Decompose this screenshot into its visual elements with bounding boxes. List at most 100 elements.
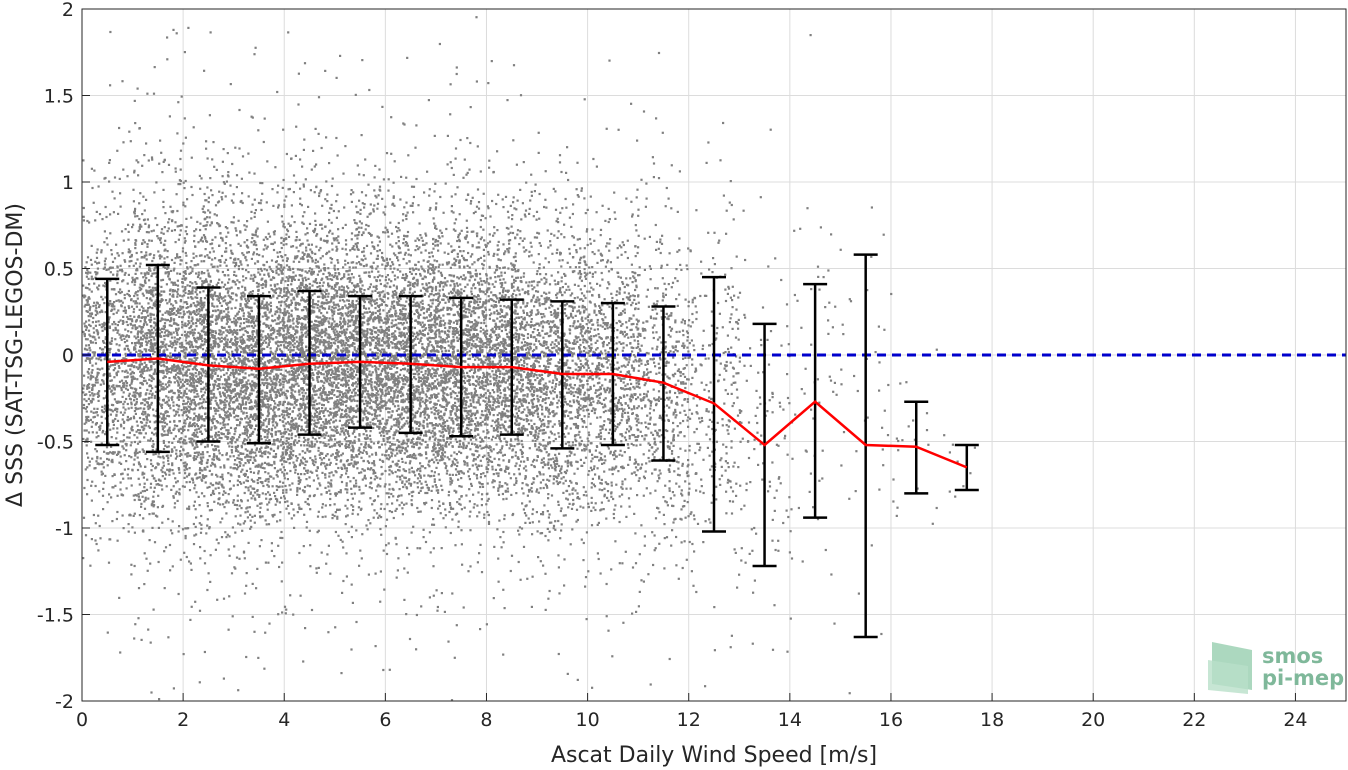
scatter-point [228,326,230,328]
scatter-point [130,477,132,479]
scatter-point [204,338,206,340]
scatter-point [140,272,142,274]
scatter-point [252,204,254,206]
scatter-point [247,516,249,518]
scatter-point [265,439,267,441]
scatter-point [218,498,220,500]
scatter-point [137,336,139,338]
scatter-point [145,497,147,499]
scatter-point [122,478,124,480]
scatter-point [139,266,141,268]
scatter-point [185,379,187,381]
scatter-point [88,344,90,346]
scatter-point [129,368,131,370]
scatter-point [227,423,229,425]
scatter-point [195,491,197,493]
scatter-point [103,241,105,243]
scatter-point [86,438,88,440]
scatter-point [116,372,118,374]
scatter-point [254,515,256,517]
scatter-point [270,347,272,349]
scatter-point [212,141,214,143]
scatter-point [190,562,192,564]
scatter-point [145,316,147,318]
scatter-point [195,228,197,230]
scatter-point [221,427,223,429]
scatter-point [205,248,207,250]
scatter-point [95,342,97,344]
scatter-point [231,446,233,448]
scatter-point [220,376,222,378]
scatter-point [220,395,222,397]
scatter-point [91,372,93,374]
scatter-point [194,474,196,476]
scatter-point [185,339,187,341]
scatter-point [182,282,184,284]
scatter-point [173,409,175,411]
scatter-point [267,403,269,405]
scatter-point [157,483,159,485]
scatter-point [166,372,168,374]
scatter-point [182,403,184,405]
scatter-point [215,482,217,484]
scatter-point [237,689,239,691]
scatter-point [127,318,129,320]
scatter-point [137,493,139,495]
scatter-point [187,331,189,333]
scatter-point [140,326,142,328]
scatter-point [195,322,197,324]
scatter-point [147,309,149,311]
scatter-point [212,463,214,465]
scatter-point [175,167,177,169]
scatter-point [142,411,144,413]
scatter-point [144,209,146,211]
scatter-point [222,369,224,371]
scatter-point [127,239,129,241]
scatter-point [137,425,139,427]
scatter-point [168,377,170,379]
scatter-point [151,380,153,382]
scatter-point [222,240,224,242]
scatter-point [95,321,97,323]
scatter-point [215,400,217,402]
scatter-point [235,283,237,285]
scatter-point [195,375,197,377]
scatter-point [101,473,103,475]
scatter-point [89,461,91,463]
scatter-point [139,263,141,265]
scatter-point [194,357,196,359]
scatter-point [151,504,153,506]
scatter-point [281,221,283,223]
scatter-point [188,335,190,337]
scatter-point [214,465,216,467]
scatter-point [134,623,136,625]
scatter-point [223,420,225,422]
scatter-point [283,288,285,290]
scatter-point [181,321,183,323]
scatter-point [218,487,220,489]
scatter-point [122,169,124,171]
scatter-point [262,422,264,424]
scatter-point [192,323,194,325]
scatter-point [246,225,248,227]
scatter-point [135,362,137,364]
scatter-point [104,358,106,360]
scatter-point [162,417,164,419]
scatter-point [215,323,217,325]
scatter-point [200,300,202,302]
scatter-point [152,496,154,498]
scatter-point [140,392,142,394]
scatter-point [217,346,219,348]
scatter-point [252,583,254,585]
scatter-point [134,513,136,515]
scatter-point [172,289,174,291]
scatter-point [141,317,143,319]
scatter-point [89,272,91,274]
scatter-point [182,204,184,206]
scatter-point [184,242,186,244]
scatter-point [161,522,163,524]
scatter-point [194,245,196,247]
scatter-point [179,295,181,297]
scatter-point [194,389,196,391]
scatter-point [211,222,213,224]
